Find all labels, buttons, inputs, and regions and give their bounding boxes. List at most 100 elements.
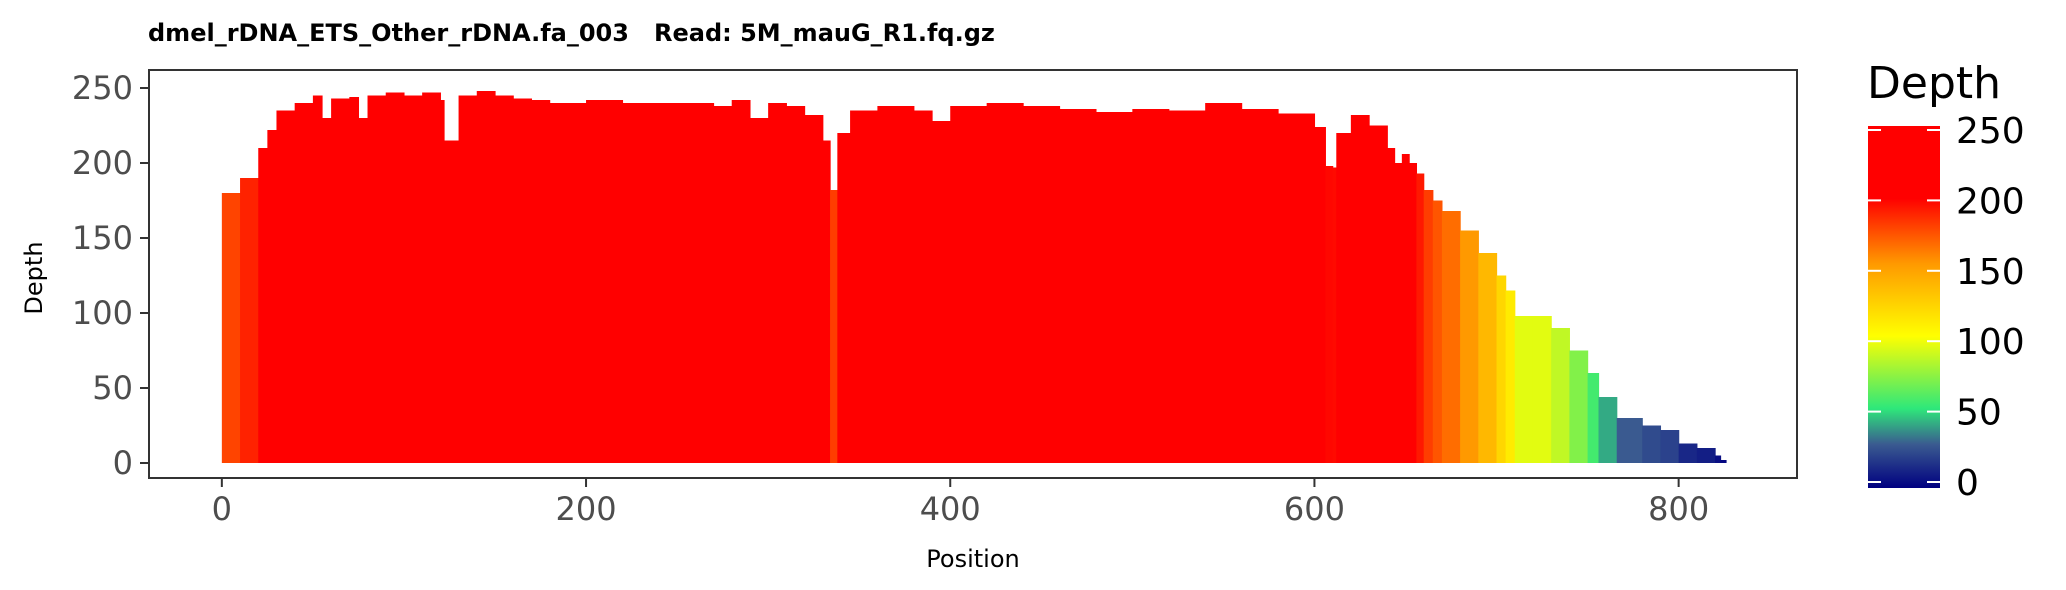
depth-bar [850,110,878,463]
depth-bar [1532,316,1552,463]
depth-bar [1478,253,1498,463]
depth-bar [1678,443,1698,463]
legend-colorbar [1868,126,1940,488]
depth-bar [349,97,360,463]
depth-bar [385,92,405,463]
depth-bar [586,100,624,463]
depth-bar [221,193,241,463]
depth-bar [1314,127,1326,463]
depth-bar [258,148,268,463]
legend-tick-label: 50 [1956,393,2002,434]
depth-bar [622,103,678,463]
depth-bar [440,100,445,463]
legend-tick-label: 100 [1956,322,2025,363]
depth-bar [1401,154,1410,463]
depth-bar [331,98,350,463]
depth-bar [1624,418,1643,463]
legend-tick-label: 0 [1956,463,1979,504]
depth-bar [1587,373,1600,463]
y-tick-label: 200 [72,144,133,182]
depth-bar [1387,148,1396,463]
depth-bar [768,103,787,463]
x-tick-label: 400 [920,490,981,528]
depth-bar [458,95,478,463]
y-tick-label: 150 [72,219,133,257]
depth-bar [1350,115,1370,463]
depth-bar [1095,112,1133,463]
y-tick-label: 100 [72,294,133,332]
legend-title: Depth [1867,58,2001,109]
chart-title: dmel_rDNA_ETS_Other_rDNA.fa_003 Read: 5M… [148,19,995,47]
depth-bar [531,100,551,463]
depth-bar [950,106,988,463]
depth-bar [1132,109,1170,463]
depth-bar [913,110,933,463]
y-axis-label: Depth [20,241,48,314]
depth-bar [1441,211,1461,463]
x-tick-label: 800 [1648,490,1709,528]
depth-bar [1660,430,1680,463]
legend-tick-label: 150 [1956,252,2025,293]
legend-tick-label: 250 [1956,111,2025,152]
depth-bar [240,178,259,463]
depth-bar [476,91,496,463]
depth-bar [1642,425,1662,463]
depth-bar [986,103,1024,463]
depth-bar [1505,290,1516,463]
plot-panel-border [148,69,1798,479]
depth-bar [804,115,824,463]
depth-bar [549,103,587,463]
depth-bars [221,91,1727,463]
depth-bar [1023,106,1061,463]
depth-bar [1460,230,1479,463]
depth-bar [1605,397,1618,463]
depth-bar [1569,350,1589,463]
y-tick-label: 0 [113,444,133,482]
depth-bar [1336,133,1352,463]
x-tick-label: 600 [1284,490,1345,528]
x-axis-ticks: 0 200 400 600 800 [212,478,1709,528]
depth-bar [1423,190,1434,463]
depth-bar [1715,455,1722,463]
x-tick-label: 200 [555,490,616,528]
depth-bar [358,118,369,463]
depth-bar [321,118,332,463]
depth-bar [1616,418,1625,463]
depth-bar [1278,113,1316,463]
depth-bar [294,103,314,463]
depth-bar [713,106,733,463]
y-tick-label: 250 [72,69,133,107]
depth-bar [1514,316,1534,463]
depth-bar [1432,200,1443,463]
depth-bar [312,95,323,463]
depth-bar [932,121,951,463]
depth-bar [1168,110,1206,463]
depth-bar [267,130,278,463]
depth-bar [1394,163,1403,463]
depth-bar [749,118,769,463]
x-tick-label: 0 [212,490,232,528]
depth-bar [1332,167,1337,463]
depth-bar [1551,328,1570,463]
depth-bar [513,98,533,463]
depth-bar [1059,109,1097,463]
depth-bar [1720,460,1727,463]
depth-bar [444,140,460,463]
depth-bar [1369,125,1388,463]
depth-bar [494,95,514,463]
y-tick-label: 50 [92,369,133,407]
depth-bar [830,190,838,463]
x-axis-label: Position [926,545,1019,573]
depth-bar [1696,448,1716,463]
depth-bar [786,106,806,463]
legend-ticks: 0 50 100 150 200 250 [1868,111,2025,504]
depth-bar [1205,103,1243,463]
depth-bar [877,106,915,463]
depth-bar [403,95,423,463]
depth-bar [822,140,831,463]
depth-bar [1325,166,1334,463]
legend-tick-label: 200 [1956,181,2025,222]
depth-bar [1496,275,1507,463]
y-axis-ticks: 0 50 100 150 200 250 [72,69,149,482]
